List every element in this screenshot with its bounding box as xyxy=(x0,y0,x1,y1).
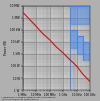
Text: * Commercially Available Systems shown in this diagram
  (Source data from ref. : * Commercially Available Systems shown i… xyxy=(1,97,55,100)
Y-axis label: Power (W): Power (W) xyxy=(4,40,8,55)
Bar xyxy=(70,30,77,48)
Bar xyxy=(83,42,90,60)
Bar xyxy=(77,36,83,54)
